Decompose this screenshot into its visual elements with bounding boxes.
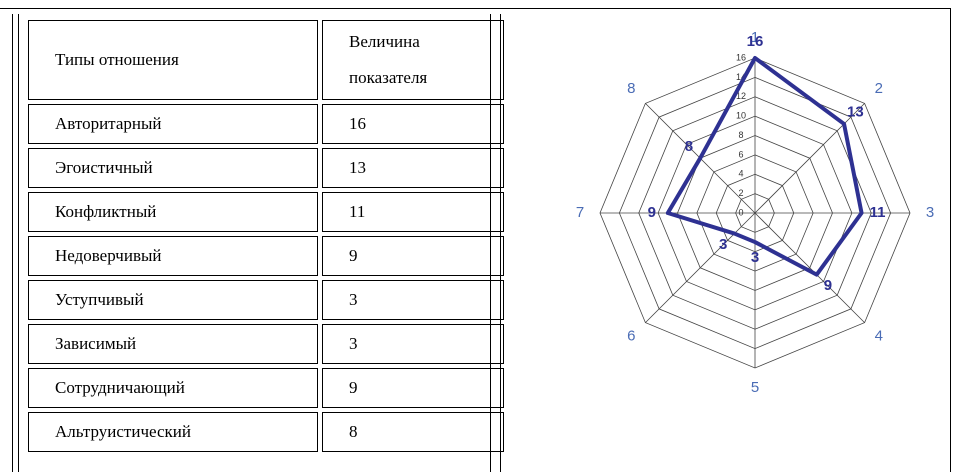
table: Типы отношения Величина показателя Автор… <box>24 16 508 456</box>
table-cell: Уступчивый <box>28 280 318 320</box>
axis-label: 4 <box>875 328 883 345</box>
data-label: 9 <box>824 277 832 294</box>
frame-line <box>500 14 501 472</box>
table-cell: 9 <box>322 236 504 276</box>
table-cell: Конфликтный <box>28 192 318 232</box>
data-label: 16 <box>747 33 764 50</box>
table-cell: Альтруистический <box>28 412 318 452</box>
frame-line <box>490 14 491 472</box>
table-cell: Недоверчивый <box>28 236 318 276</box>
table-row: Эгоистичный 13 <box>28 148 504 188</box>
header-cell: Величина показателя <box>322 20 504 100</box>
data-label: 8 <box>685 138 693 155</box>
table-cell: 3 <box>322 280 504 320</box>
r-tick-label: 16 <box>736 52 746 62</box>
table-cell: 8 <box>322 412 504 452</box>
spoke <box>754 212 865 323</box>
table-cell: Эгоистичный <box>28 148 318 188</box>
r-tick-label: 14 <box>736 72 746 82</box>
table-row: Сотрудничающий 9 <box>28 368 504 408</box>
r-tick-label: 10 <box>736 111 746 121</box>
spoke <box>754 103 865 214</box>
series-line <box>665 56 864 277</box>
spoke <box>645 212 756 323</box>
table-row: Авторитарный 16 <box>28 104 504 144</box>
data-label: 3 <box>719 236 727 253</box>
r-tick-label: 6 <box>738 149 743 159</box>
table-cell: 9 <box>322 368 504 408</box>
axis-label: 8 <box>627 80 635 97</box>
table-row: Зависимый 3 <box>28 324 504 364</box>
frame-line <box>12 14 13 472</box>
table-row: Конфликтный 11 <box>28 192 504 232</box>
axis-label: 7 <box>576 204 584 221</box>
table-cell: 11 <box>322 192 504 232</box>
axis-label: 6 <box>627 328 635 345</box>
data-label: 11 <box>870 204 886 221</box>
header-row: Типы отношения Величина показателя <box>28 20 504 100</box>
table-cell: 16 <box>322 104 504 144</box>
r-tick-label: 2 <box>738 188 743 198</box>
header-cell: Типы отношения <box>28 20 318 100</box>
table-row: Альтруистический 8 <box>28 412 504 452</box>
r-tick-label: 4 <box>738 169 743 179</box>
table-row: Недоверчивый 9 <box>28 236 504 276</box>
data-label: 13 <box>847 104 864 121</box>
data-label: 9 <box>648 204 656 221</box>
axis-label: 1 <box>751 29 759 46</box>
frame-line <box>18 14 19 472</box>
r-tick-label: 8 <box>738 130 743 140</box>
axis-label: 5 <box>751 379 759 396</box>
table-cell: Авторитарный <box>28 104 318 144</box>
frame-line <box>950 8 951 472</box>
axis-label: 2 <box>875 80 883 97</box>
data-label: 3 <box>751 249 759 266</box>
table-cell: 3 <box>322 324 504 364</box>
r-tick-label: 0 <box>738 207 743 217</box>
table-cell: Сотрудничающий <box>28 368 318 408</box>
table-row: Уступчивый 3 <box>28 280 504 320</box>
axis-label: 3 <box>926 204 934 221</box>
table-cell: 13 <box>322 148 504 188</box>
frame-line <box>0 8 950 9</box>
r-tick-label: 12 <box>736 91 746 101</box>
table-cell: Зависимый <box>28 324 318 364</box>
